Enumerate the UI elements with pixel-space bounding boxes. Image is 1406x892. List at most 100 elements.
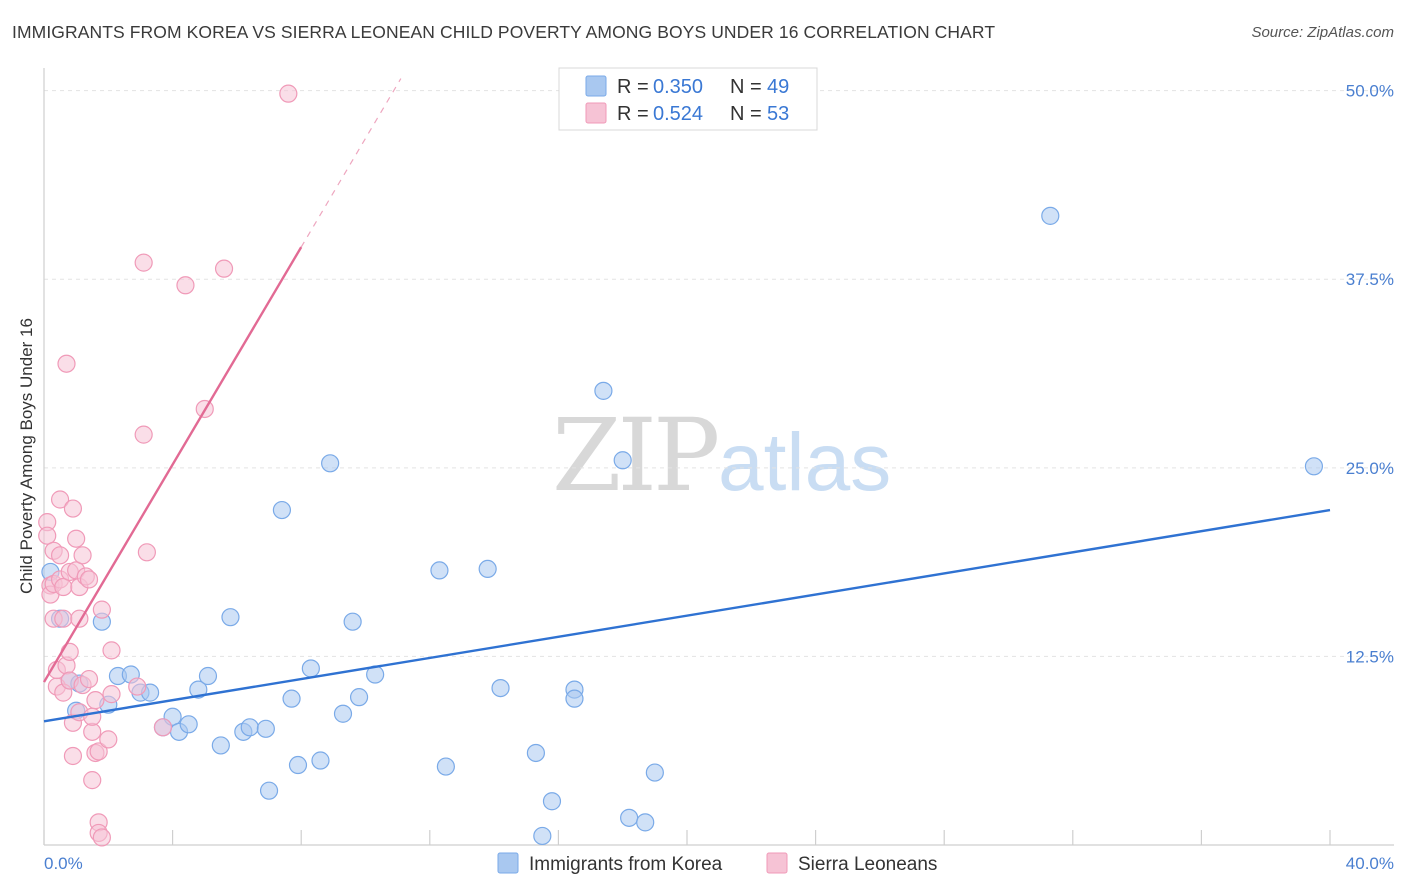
data-point-sierra — [99, 730, 118, 749]
y-tick-label: 12.5% — [1346, 647, 1394, 666]
bottom-legend-label-korea: Immigrants from Korea — [529, 854, 723, 875]
legend-n-value-korea: 49 — [767, 76, 789, 98]
data-point-korea — [179, 715, 198, 734]
data-point-sierra — [176, 276, 195, 295]
data-point-korea — [349, 688, 369, 707]
data-point-sierra — [57, 354, 76, 373]
trend-line-extension-sierra — [300, 78, 402, 248]
y-tick-labels: 12.5% 25.0% 37.5% 50.0% — [1346, 82, 1394, 667]
data-point-sierra — [134, 425, 153, 444]
data-point-sierra — [153, 718, 173, 737]
data-point-sierra — [102, 685, 121, 704]
data-point-korea — [301, 659, 320, 678]
y-tick-label: 25.0% — [1346, 459, 1394, 478]
data-point-korea — [636, 813, 655, 832]
legend-r-value-korea: 0.350 — [653, 76, 703, 98]
data-point-sierra — [73, 546, 92, 565]
data-point-sierra — [50, 546, 70, 565]
data-point-korea — [491, 678, 510, 698]
data-point-korea — [478, 559, 497, 579]
chart-title: IMMIGRANTS FROM KOREA VS SIERRA LEONEAN … — [12, 22, 996, 42]
data-point-korea — [256, 719, 275, 738]
data-point-sierra — [83, 771, 102, 790]
data-point-korea — [259, 781, 279, 800]
data-point-korea — [542, 792, 562, 811]
data-point-korea — [288, 755, 308, 775]
data-point-sierra — [79, 669, 99, 689]
source-label: Source: ZipAtlas.com — [1251, 24, 1394, 41]
data-point-korea — [436, 757, 455, 776]
watermark-atlas: atlas — [718, 417, 891, 508]
data-point-sierra — [83, 722, 102, 741]
data-point-sierra — [60, 642, 79, 661]
data-point-sierra — [279, 84, 298, 103]
data-point-sierra — [89, 742, 108, 761]
data-point-korea — [1041, 206, 1060, 225]
data-point-sierra — [86, 691, 105, 710]
data-point-korea — [198, 666, 218, 686]
data-point-sierra — [83, 707, 102, 726]
data-point-sierra — [214, 259, 234, 278]
data-point-korea — [645, 763, 664, 782]
data-point-korea — [430, 561, 449, 580]
data-point-korea — [343, 612, 362, 631]
data-point-sierra — [54, 609, 73, 628]
data-point-korea — [620, 808, 639, 827]
data-point-sierra — [50, 490, 70, 509]
watermark: ZIP atlas — [552, 397, 891, 514]
data-point-korea — [594, 381, 613, 400]
data-point-korea — [221, 608, 240, 627]
stats-legend: R = 0.350 N = 49 R = 0.524 N = 53 — [558, 67, 818, 131]
legend-swatch-sierra — [585, 102, 607, 124]
grid-lines — [44, 90, 1394, 657]
bottom-legend-swatch-korea — [497, 852, 519, 874]
data-point-sierra — [137, 543, 156, 562]
data-point-sierra — [67, 529, 86, 548]
legend-r-label-sierra: R = — [617, 103, 649, 125]
y-tick-label: 37.5% — [1346, 270, 1394, 289]
data-point-korea — [311, 751, 330, 770]
trend-line-korea — [43, 508, 1331, 723]
legend-r-value-sierra: 0.524 — [653, 103, 703, 125]
data-point-korea — [333, 704, 353, 723]
data-point-sierra — [63, 499, 83, 518]
data-point-korea — [526, 743, 545, 763]
data-point-korea — [1304, 457, 1324, 476]
data-point-korea — [240, 718, 259, 737]
trend-lines — [42, 78, 1331, 723]
legend-r-label-korea: R = — [617, 76, 649, 98]
y-tick-label: 50.0% — [1346, 82, 1394, 101]
legend-n-label-sierra: N = — [730, 103, 762, 125]
data-point-sierra — [92, 828, 111, 847]
data-point-sierra — [38, 526, 57, 545]
data-point-sierra — [92, 600, 111, 619]
data-point-sierra — [54, 577, 73, 597]
data-point-sierra — [102, 641, 121, 660]
y-axis-title: Child Poverty Among Boys Under 16 — [17, 318, 36, 594]
data-point-sierra — [134, 253, 153, 272]
trend-line-sierra — [42, 246, 303, 683]
data-point-korea — [613, 451, 632, 470]
legend-n-value-sierra: 53 — [767, 103, 789, 125]
data-point-korea — [565, 689, 584, 708]
x-tick-label-max: 40.0% — [1346, 854, 1394, 873]
series-legend: Immigrants from Korea Sierra Leoneans — [497, 852, 937, 875]
data-point-sierra — [63, 746, 83, 766]
data-point-korea — [189, 680, 208, 699]
watermark-zip: ZIP — [552, 397, 717, 514]
bottom-legend-swatch-sierra — [766, 852, 788, 874]
x-tick-label-min: 0.0% — [44, 854, 83, 873]
data-point-sierra — [79, 570, 99, 589]
legend-n-label-korea: N = — [730, 76, 762, 98]
data-points — [38, 84, 1324, 847]
bottom-legend-label-sierra: Sierra Leoneans — [798, 854, 937, 875]
data-point-korea — [211, 736, 230, 755]
legend-swatch-korea — [585, 75, 607, 97]
data-point-sierra — [128, 677, 147, 696]
data-point-korea — [272, 500, 292, 520]
data-point-korea — [321, 454, 340, 473]
axes — [43, 68, 1394, 846]
data-point-korea — [533, 826, 552, 846]
data-point-korea — [282, 689, 301, 708]
